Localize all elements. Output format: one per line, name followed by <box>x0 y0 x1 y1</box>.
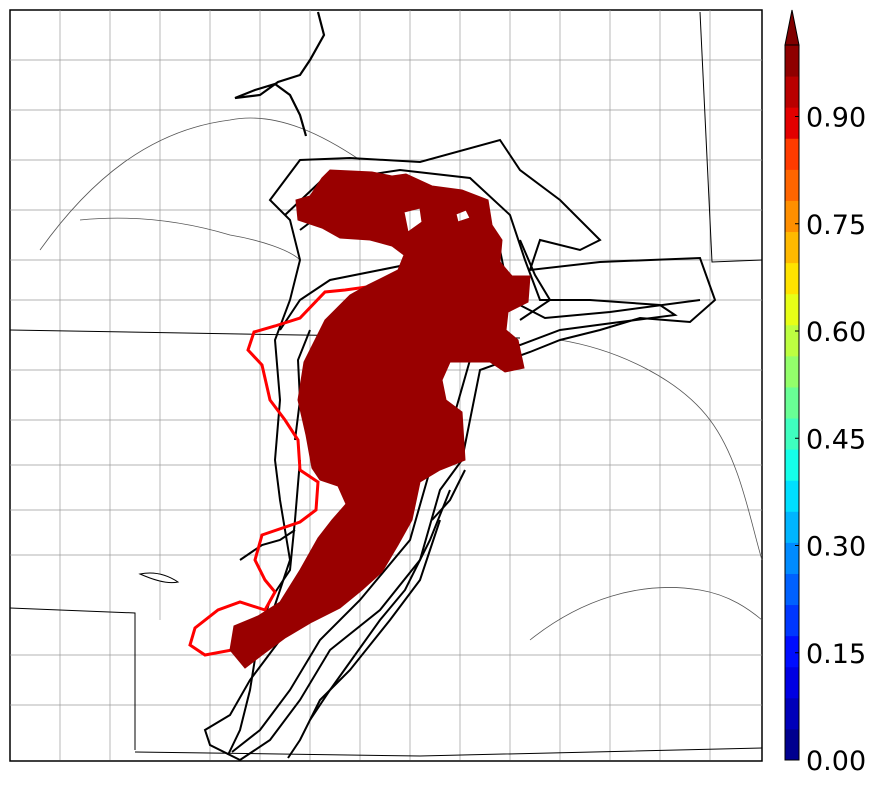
colorbar-tick-label: 0.90 <box>806 103 866 134</box>
colorbar-segment <box>785 511 799 543</box>
lake-icon <box>138 572 180 584</box>
colorbar-tick-label: 0.15 <box>806 639 866 670</box>
colorbar-segment <box>785 573 799 606</box>
colorbar-segment <box>785 293 799 326</box>
colorbar-segment <box>785 697 799 730</box>
colorbar-segment <box>785 386 799 419</box>
colorbar-segment <box>785 324 799 357</box>
colorbar-segment <box>785 666 799 699</box>
observed-outline <box>188 282 389 657</box>
major-river <box>234 11 326 137</box>
colorbar-segment <box>785 418 799 450</box>
rivers <box>39 117 763 641</box>
colorbar-segment <box>785 542 799 574</box>
colorbar-segment <box>785 107 799 139</box>
colorbar-segment <box>785 728 799 761</box>
colorbar-tick-label: 0.30 <box>806 532 866 563</box>
colorbar-segment <box>785 635 799 668</box>
colorbar-segment <box>785 449 799 481</box>
colorbar-tick-label: 0.60 <box>806 317 866 348</box>
colorbar-tick-label: 0.00 <box>806 746 866 777</box>
ensemble-contours <box>203 138 717 762</box>
colorbar-extend-arrow <box>784 9 800 46</box>
colorbar-segment <box>785 355 799 388</box>
colorbar-segment <box>785 231 799 264</box>
colorbar-segment <box>785 480 799 512</box>
colorbar-segment <box>785 169 799 201</box>
colorbar-segment <box>785 200 799 233</box>
colorbar-tick-label: 0.45 <box>806 424 866 455</box>
probability-fill <box>229 169 531 669</box>
colorbar-tick-label: 0.75 <box>806 210 866 241</box>
colorbar-segment <box>785 262 799 295</box>
colorbar-segment <box>785 76 799 108</box>
colorbar-segment <box>785 604 799 637</box>
colorbar-segment <box>785 138 799 170</box>
colorbar-segment <box>785 45 799 77</box>
colorbar: 0.00 0.15 0.30 0.45 0.60 0.75 0.90 <box>784 9 866 777</box>
colorbar-outline <box>784 44 800 761</box>
